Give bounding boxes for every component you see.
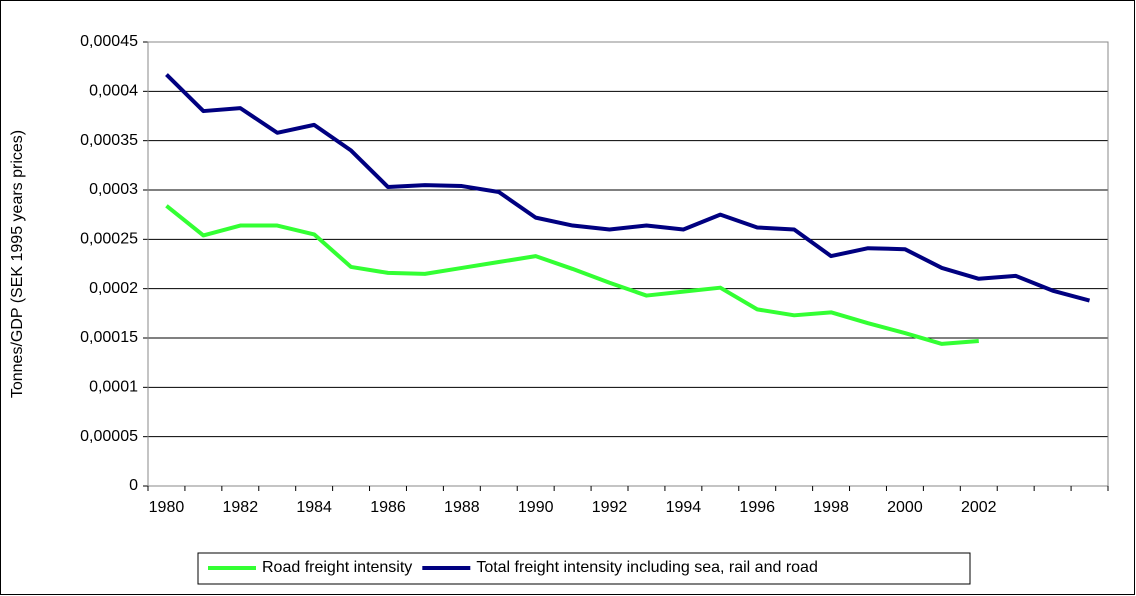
series-line (165, 204, 979, 346)
x-tick-label: 1986 (370, 499, 406, 516)
y-tick-label: 0,00005 (80, 428, 138, 445)
legend-label: Total freight intensity including sea, r… (476, 559, 818, 576)
y-tick-label: 0,0003 (89, 181, 138, 198)
y-tick-label: 0 (129, 477, 138, 494)
x-tick-label: 1980 (149, 499, 185, 516)
y-tick-label: 0,0002 (89, 280, 138, 297)
y-tick-label: 0,00035 (80, 132, 138, 149)
series-line (165, 73, 1091, 303)
x-tick-label: 1982 (223, 499, 259, 516)
y-tick-label: 0,00015 (80, 329, 138, 346)
x-tick-label: 1992 (592, 499, 628, 516)
x-tick-label: 1988 (444, 499, 480, 516)
x-tick-label: 1998 (813, 499, 849, 516)
y-tick-label: 0,00045 (80, 33, 138, 50)
y-tick-label: 0,0001 (89, 379, 138, 396)
y-tick-label: 0,0004 (89, 83, 138, 100)
legend-box (197, 552, 971, 585)
x-tick-label: 1984 (296, 499, 332, 516)
x-tick-label: 2002 (961, 499, 997, 516)
x-tick-label: 1996 (739, 499, 775, 516)
x-tick-label: 1990 (518, 499, 554, 516)
x-tick-label: 1994 (666, 499, 702, 516)
y-axis-title: Tonnes/GDP (SEK 1995 years prices) (9, 130, 26, 398)
x-tick-label: 2000 (887, 499, 923, 516)
legend-label: Road freight intensity (262, 559, 412, 576)
y-tick-label: 0,00025 (80, 231, 138, 248)
